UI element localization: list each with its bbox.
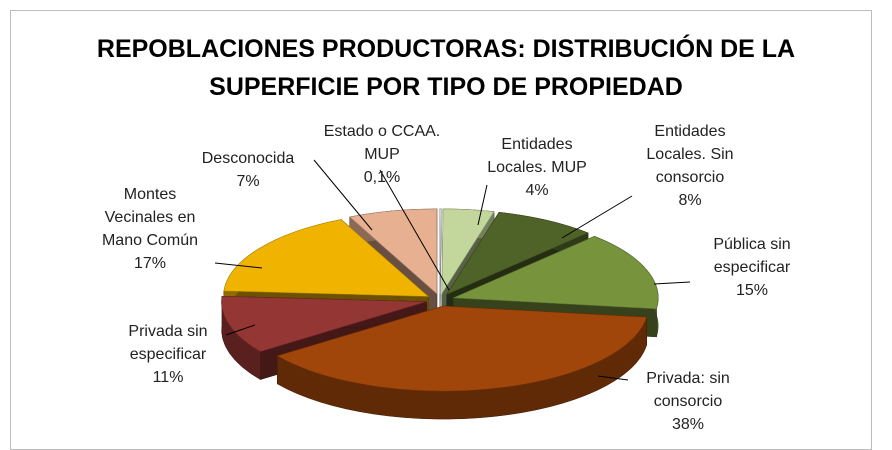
data-label: Entidades Locales. Sin consorcio 8% [633,120,748,212]
leader-line [214,262,263,269]
label-category: Montes Vecinales en Mano Común [101,186,199,249]
leader-line [379,169,450,291]
slice [276,305,648,420]
leader-line [225,324,256,336]
label-value: 7% [236,173,260,190]
leader-line [597,375,629,381]
data-label: Pública sin especificar 15% [690,233,815,302]
label-category: Estado o CCAA. MUP [323,123,441,163]
label-category: Pública sin especificar [713,236,791,276]
label-value: 38% [671,416,705,433]
label-category: Desconocida [201,150,295,167]
label-value: 0,1% [363,169,401,186]
leader-line [653,281,691,285]
slice-top [439,208,442,294]
label-category: Privada: sin consorcio [646,370,730,410]
leader-line [477,184,488,226]
label-value: 4% [525,182,549,199]
label-value: 15% [735,282,769,299]
slice-top [446,211,589,296]
data-label: Estado o CCAA. MUP 0,1% [320,120,445,189]
data-label: Desconocida 7% [178,147,318,193]
data-label: Montes Vecinales en Mano Común 17% [90,183,210,275]
data-label: Privada: sin consorcio 38% [628,367,748,436]
leader-line [313,159,373,231]
label-category: Entidades Locales. MUP [487,136,587,176]
label-value: 8% [678,192,702,209]
slice [439,208,442,322]
label-value: 11% [152,369,184,386]
label-category: Privada sin especificar [128,323,208,363]
slice-top [453,235,659,310]
label-category: Entidades Locales. Sin consorcio [646,123,734,186]
slice-top [223,219,430,297]
data-label: Privada sin especificar 11% [103,320,233,389]
slice-top [276,305,648,392]
leader-line [561,195,633,239]
data-label: Entidades Locales. MUP 4% [482,133,592,202]
slice-top [221,295,427,352]
slice-top [441,208,495,295]
chart-title: REPOBLACIONES PRODUCTORAS: DISTRIBUCIÓN … [96,35,796,101]
label-value: 17% [133,255,167,272]
